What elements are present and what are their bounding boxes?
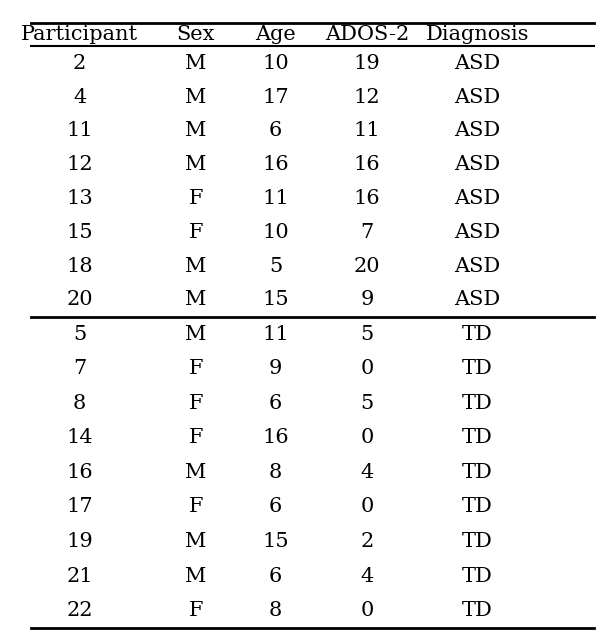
Text: TD: TD: [462, 325, 493, 344]
Text: F: F: [188, 497, 203, 516]
Text: 6: 6: [269, 497, 282, 516]
Text: 0: 0: [360, 359, 374, 378]
Text: ASD: ASD: [454, 155, 501, 175]
Text: TD: TD: [462, 428, 493, 448]
Text: TD: TD: [462, 359, 493, 378]
Text: Sex: Sex: [177, 25, 215, 44]
Text: F: F: [188, 223, 203, 242]
Text: F: F: [188, 189, 203, 208]
Text: 4: 4: [360, 463, 374, 482]
Text: 16: 16: [354, 155, 381, 175]
Text: 16: 16: [262, 155, 289, 175]
Text: 0: 0: [360, 601, 374, 620]
Text: F: F: [188, 393, 203, 413]
Text: 19: 19: [66, 532, 93, 551]
Text: 2: 2: [73, 53, 86, 73]
Text: Participant: Participant: [21, 25, 138, 44]
Text: 8: 8: [73, 393, 86, 413]
Text: 6: 6: [269, 567, 282, 585]
Text: 6: 6: [269, 121, 282, 140]
Text: 10: 10: [262, 53, 289, 73]
Text: 11: 11: [66, 121, 93, 140]
Text: M: M: [185, 155, 206, 175]
Text: M: M: [185, 290, 206, 310]
Text: 15: 15: [262, 290, 289, 310]
Text: ASD: ASD: [454, 223, 501, 242]
Text: 20: 20: [354, 256, 381, 276]
Text: TD: TD: [462, 601, 493, 620]
Text: 5: 5: [360, 393, 374, 413]
Text: Age: Age: [255, 25, 296, 44]
Text: TD: TD: [462, 463, 493, 482]
Text: 15: 15: [262, 532, 289, 551]
Text: 16: 16: [262, 428, 289, 448]
Text: Diagnosis: Diagnosis: [425, 25, 529, 44]
Text: 9: 9: [269, 359, 282, 378]
Text: M: M: [185, 463, 206, 482]
Text: 9: 9: [360, 290, 374, 310]
Text: 6: 6: [269, 393, 282, 413]
Text: 0: 0: [360, 428, 374, 448]
Text: M: M: [185, 88, 206, 107]
Text: 12: 12: [354, 88, 381, 107]
Text: M: M: [185, 256, 206, 276]
Text: ASD: ASD: [454, 256, 501, 276]
Text: F: F: [188, 601, 203, 620]
Text: 8: 8: [269, 601, 282, 620]
Text: 16: 16: [66, 463, 93, 482]
Text: 10: 10: [262, 223, 289, 242]
Text: 22: 22: [66, 601, 93, 620]
Text: TD: TD: [462, 567, 493, 585]
Text: 5: 5: [360, 325, 374, 344]
Text: ADOS-2: ADOS-2: [325, 25, 409, 44]
Text: 11: 11: [262, 189, 289, 208]
Text: 14: 14: [66, 428, 93, 448]
Text: ASD: ASD: [454, 121, 501, 140]
Text: 0: 0: [360, 497, 374, 516]
Text: TD: TD: [462, 497, 493, 516]
Text: 19: 19: [354, 53, 381, 73]
Text: TD: TD: [462, 393, 493, 413]
Text: F: F: [188, 428, 203, 448]
Text: 16: 16: [354, 189, 381, 208]
Text: 7: 7: [360, 223, 374, 242]
Text: 4: 4: [73, 88, 86, 107]
Text: 18: 18: [66, 256, 93, 276]
Text: ASD: ASD: [454, 88, 501, 107]
Text: TD: TD: [462, 532, 493, 551]
Text: 20: 20: [66, 290, 93, 310]
Text: 4: 4: [360, 567, 374, 585]
Text: 13: 13: [66, 189, 93, 208]
Text: 5: 5: [269, 256, 282, 276]
Text: ASD: ASD: [454, 189, 501, 208]
Text: M: M: [185, 567, 206, 585]
Text: 7: 7: [73, 359, 86, 378]
Text: 17: 17: [262, 88, 289, 107]
Text: M: M: [185, 325, 206, 344]
Text: ASD: ASD: [454, 53, 501, 73]
Text: 5: 5: [73, 325, 86, 344]
Text: 12: 12: [66, 155, 93, 175]
Text: 8: 8: [269, 463, 282, 482]
Text: 2: 2: [360, 532, 374, 551]
Text: 21: 21: [66, 567, 93, 585]
Text: 15: 15: [66, 223, 93, 242]
Text: 11: 11: [354, 121, 381, 140]
Text: M: M: [185, 532, 206, 551]
Text: 17: 17: [66, 497, 93, 516]
Text: F: F: [188, 359, 203, 378]
Text: 11: 11: [262, 325, 289, 344]
Text: ASD: ASD: [454, 290, 501, 310]
Text: M: M: [185, 121, 206, 140]
Text: M: M: [185, 53, 206, 73]
